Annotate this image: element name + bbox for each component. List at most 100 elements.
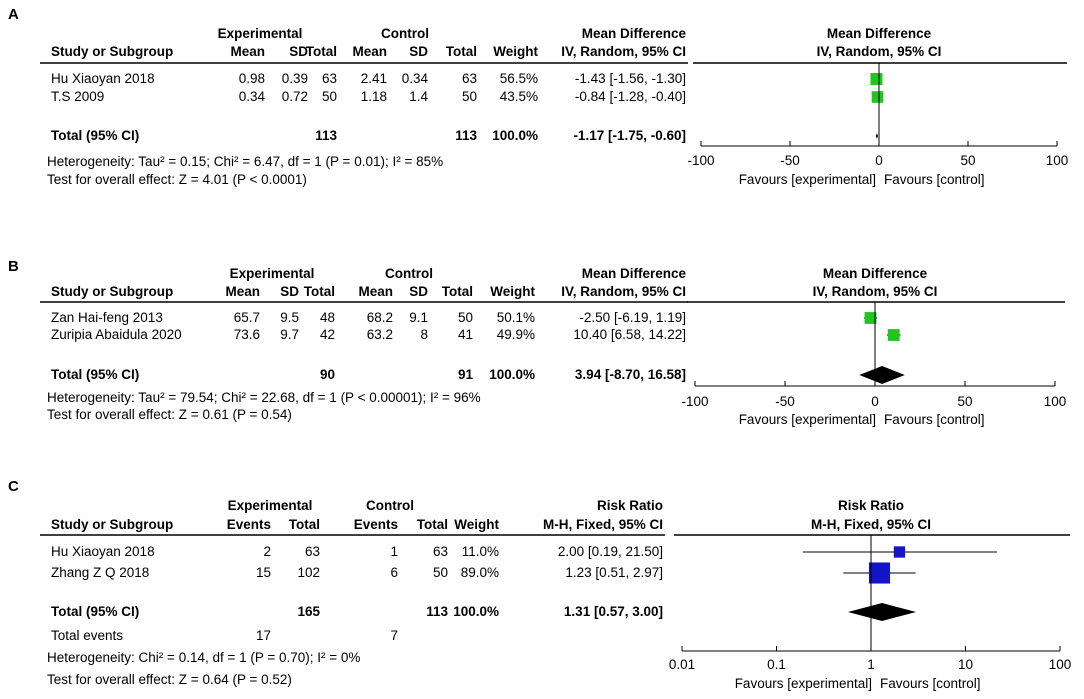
panel-b-study-cell: 63.2 <box>367 327 393 342</box>
panel-c-total-events-label: Total events <box>51 628 123 643</box>
panel-a-study-cell: 0.39 <box>282 71 308 86</box>
panel-a-total-ctrl: 113 <box>455 128 477 143</box>
panel-a-study-cell: 0.72 <box>282 89 308 104</box>
panel-a-study-cell: 56.5% <box>500 71 538 86</box>
panel-b-study-box <box>864 312 877 324</box>
panel-a-study-cell: 43.5% <box>500 89 538 104</box>
panel-a-study-box <box>871 91 884 103</box>
panel-a-study-cell: 50 <box>322 89 337 104</box>
panel-b-study-ci: -2.50 [-6.19, 1.19] <box>579 310 686 325</box>
panel-c-x-tick-label: 1 <box>867 657 875 672</box>
panel-b-study-cell: 68.2 <box>367 310 393 325</box>
panel-a-x-tick-label: 50 <box>960 153 975 168</box>
panel-a-total-diamond <box>875 133 878 139</box>
panel-a-label: A <box>8 6 19 23</box>
panel-b-column-header-8: Weight <box>490 284 535 299</box>
panel-b-study-ci: 10.40 [6.58, 14.22] <box>573 327 686 342</box>
panel-c-group-header-experimental: Experimental <box>228 498 313 513</box>
panel-a-group-header-control: Control <box>381 26 429 41</box>
panel-a-study-cell: 0.98 <box>239 71 265 86</box>
panel-a-study-ci: -1.43 [-1.56, -1.30] <box>575 71 686 86</box>
panel-a-plot-title: Mean Difference <box>827 26 932 41</box>
panel-b-column-header-5: Mean <box>358 284 393 299</box>
panel-b-study-name: Zan Hai-feng 2013 <box>51 310 163 325</box>
panel-c-column-header-5: Total <box>417 517 448 532</box>
panel-b-x-tick-label: 50 <box>957 394 972 409</box>
panel-b-x-tick-label: -100 <box>681 394 708 409</box>
panel-a-study-cell: 2.41 <box>361 71 387 86</box>
panel-a-study-name: Hu Xiaoyan 2018 <box>51 71 155 86</box>
panel-c-favours-control: Favours [control] <box>880 676 981 691</box>
panel-c-x-tick-label: 0.1 <box>767 657 786 672</box>
panel-a-study-ci: -0.84 [-1.28, -0.40] <box>575 89 686 104</box>
panel-a-study-cell: 63 <box>322 71 337 86</box>
panel-c-x-tick-label: 10 <box>958 657 973 672</box>
panel-a-study-cell: 0.34 <box>239 89 266 104</box>
panel-c-study-cell: 102 <box>297 565 320 580</box>
panel-a-column-header-5: Mean <box>352 44 387 59</box>
panel-a-column-header-9: IV, Random, 95% CI <box>561 44 686 59</box>
panel-b-study-box <box>887 329 900 341</box>
panel-b-total-weight: 100.0% <box>489 367 535 382</box>
panel-a-total-exp: 113 <box>315 128 337 143</box>
panel-c-column-header-3: Total <box>289 517 320 532</box>
panel-b-column-header-7: Total <box>442 284 473 299</box>
panel-b-study-cell: 49.9% <box>497 327 535 342</box>
panel-a-effect-header: Mean Difference <box>582 26 687 41</box>
panel-b-total-ctrl: 91 <box>458 367 474 382</box>
panel-c-study-cell: 1 <box>390 544 398 559</box>
panel-c-study-cell: 15 <box>256 565 271 580</box>
panel-a-group-header-experimental: Experimental <box>218 26 303 41</box>
panel-b-study-cell: 48 <box>320 310 335 325</box>
panel-c-total-label: Total (95% CI) <box>51 604 139 619</box>
panel-c-x-tick-label: 0.01 <box>669 657 695 672</box>
panel-b-total-ci: 3.94 [-8.70, 16.58] <box>575 367 686 382</box>
panel-b-study-cell: 41 <box>458 327 473 342</box>
panel-c-note: Test for overall effect: Z = 0.64 (P = 0… <box>47 672 292 687</box>
panel-c-effect-header: Risk Ratio <box>597 498 663 513</box>
panel-c-study-cell: 6 <box>390 565 398 580</box>
panel-a-note: Test for overall effect: Z = 4.01 (P < 0… <box>47 172 307 187</box>
panel-c-study-ci: 1.23 [0.51, 2.97] <box>565 565 663 580</box>
panel-c-study-cell: 63 <box>433 544 448 559</box>
panel-a-column-header-3: SD <box>289 44 308 59</box>
panel-b-study-cell: 9.7 <box>280 327 299 342</box>
panel-b-favours-control: Favours [control] <box>884 412 985 427</box>
panel-b-study-cell: 42 <box>320 327 335 342</box>
panel-c-total-events-exp: 17 <box>256 628 271 643</box>
panel-b-favours-experimental: Favours [experimental] <box>739 412 876 427</box>
panel-b-group-header-control: Control <box>385 266 433 281</box>
panel-c-label: C <box>8 478 19 495</box>
panel-a-column-header-8: Weight <box>493 44 538 59</box>
panel-a-study-name: T.S 2009 <box>51 89 104 104</box>
panel-b-study-cell: 9.5 <box>280 310 299 325</box>
panel-c-study-cell: 50 <box>433 565 448 580</box>
panel-c-column-header-6: Weight <box>454 517 499 532</box>
panel-a-column-header-1: Study or Subgroup <box>51 44 173 59</box>
panel-a-favours-control: Favours [control] <box>884 172 985 187</box>
panel-a-plot-subtitle: IV, Random, 95% CI <box>817 44 942 59</box>
panel-b-note: Test for overall effect: Z = 0.61 (P = 0… <box>47 407 292 422</box>
panel-c-plot-title: Risk Ratio <box>838 498 904 513</box>
panel-c-column-header-7: M-H, Fixed, 95% CI <box>543 517 663 532</box>
panel-b-x-tick-label: 100 <box>1044 394 1067 409</box>
panel-c-group-header-control: Control <box>366 498 414 513</box>
panel-b-total-label: Total (95% CI) <box>51 367 139 382</box>
panel-c-total-exp: 165 <box>297 604 320 619</box>
panel-a-column-header-4: Total <box>306 44 337 59</box>
panel-c-column-header-4: Events <box>354 517 398 532</box>
panel-a-note: Heterogeneity: Tau² = 0.15; Chi² = 6.47,… <box>47 154 443 169</box>
panel-a-column-header-2: Mean <box>230 44 265 59</box>
panel-c-study-box <box>868 562 891 584</box>
panel-c-column-header-2: Events <box>227 517 271 532</box>
panel-a-study-box <box>870 72 883 86</box>
panel-b-label: B <box>8 258 19 275</box>
panel-a-column-header-7: Total <box>446 44 477 59</box>
panel-a-study-cell: 0.34 <box>402 71 429 86</box>
panel-b-column-header-2: Mean <box>225 284 260 299</box>
panel-c-column-header-1: Study or Subgroup <box>51 517 173 532</box>
panel-c-study-box <box>893 546 906 558</box>
panel-b-column-header-6: SD <box>409 284 428 299</box>
panel-c-plot-subtitle: M-H, Fixed, 95% CI <box>811 517 931 532</box>
